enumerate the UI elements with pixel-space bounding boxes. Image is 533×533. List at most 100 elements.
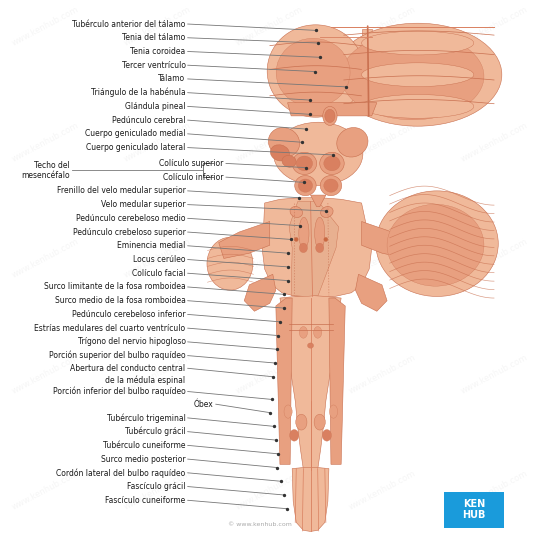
- Ellipse shape: [314, 414, 325, 430]
- Polygon shape: [329, 298, 345, 464]
- Text: Pedúnculo crebeloso superior: Pedúnculo crebeloso superior: [72, 228, 185, 237]
- Polygon shape: [361, 29, 372, 111]
- Text: Cordón lateral del bulbo raquídeo: Cordón lateral del bulbo raquídeo: [56, 468, 185, 478]
- Ellipse shape: [300, 243, 308, 253]
- Text: www.kenhub.com: www.kenhub.com: [123, 237, 192, 280]
- Ellipse shape: [207, 237, 253, 290]
- Text: Cuerpo geniculado medial: Cuerpo geniculado medial: [85, 130, 185, 139]
- Text: Eminencia medial: Eminencia medial: [117, 241, 185, 251]
- Text: Tubérculo trigeminal: Tubérculo trigeminal: [107, 413, 185, 423]
- Text: www.kenhub.com: www.kenhub.com: [123, 5, 192, 47]
- Text: www.kenhub.com: www.kenhub.com: [235, 237, 305, 280]
- Text: Trígono del nervio hipogloso: Trígono del nervio hipogloso: [78, 337, 185, 346]
- Text: www.kenhub.com: www.kenhub.com: [347, 121, 417, 164]
- Text: Techo del
mesencéfalo: Techo del mesencéfalo: [21, 160, 70, 180]
- Text: www.kenhub.com: www.kenhub.com: [10, 470, 80, 512]
- Text: Cuerpo geniculado lateral: Cuerpo geniculado lateral: [86, 143, 185, 152]
- Ellipse shape: [323, 107, 337, 125]
- Polygon shape: [292, 467, 329, 531]
- Text: de la médula espinal: de la médula espinal: [99, 375, 185, 385]
- Ellipse shape: [296, 156, 312, 171]
- Text: www.kenhub.com: www.kenhub.com: [123, 353, 192, 396]
- Ellipse shape: [361, 63, 474, 86]
- Text: www.kenhub.com: www.kenhub.com: [123, 470, 192, 512]
- Ellipse shape: [273, 122, 363, 185]
- Polygon shape: [262, 198, 372, 298]
- Text: www.kenhub.com: www.kenhub.com: [235, 470, 305, 512]
- Text: Glándula pineal: Glándula pineal: [125, 102, 185, 111]
- Text: www.kenhub.com: www.kenhub.com: [347, 353, 417, 396]
- Text: www.kenhub.com: www.kenhub.com: [347, 470, 417, 512]
- Text: Colículo inferior: Colículo inferior: [163, 173, 224, 182]
- Text: Tenia coroidea: Tenia coroidea: [130, 47, 185, 56]
- Ellipse shape: [324, 156, 340, 171]
- Polygon shape: [288, 103, 377, 116]
- Ellipse shape: [361, 94, 474, 118]
- Ellipse shape: [321, 206, 333, 217]
- Text: www.kenhub.com: www.kenhub.com: [235, 5, 305, 47]
- Text: Pedúnculo cerebeloso inferior: Pedúnculo cerebeloso inferior: [72, 310, 185, 319]
- Text: Pedúnculo cerebeloso medio: Pedúnculo cerebeloso medio: [76, 214, 185, 223]
- Text: Frenillo del velo medular superior: Frenillo del velo medular superior: [56, 187, 185, 196]
- Ellipse shape: [289, 430, 299, 441]
- Ellipse shape: [290, 206, 303, 217]
- Text: www.kenhub.com: www.kenhub.com: [459, 121, 529, 164]
- Text: Locus cerúleo: Locus cerúleo: [133, 255, 185, 264]
- Ellipse shape: [296, 414, 307, 430]
- Polygon shape: [280, 295, 341, 470]
- Ellipse shape: [324, 179, 338, 192]
- Ellipse shape: [267, 25, 364, 117]
- Text: www.kenhub.com: www.kenhub.com: [459, 237, 529, 280]
- Polygon shape: [356, 274, 387, 311]
- Ellipse shape: [270, 145, 289, 161]
- Text: Colículo facial: Colículo facial: [132, 269, 185, 278]
- Text: www.kenhub.com: www.kenhub.com: [10, 121, 80, 164]
- Text: Tenia del tálamo: Tenia del tálamo: [122, 33, 185, 42]
- Ellipse shape: [298, 179, 312, 192]
- Text: Fascículo grácil: Fascículo grácil: [127, 482, 185, 491]
- Text: www.kenhub.com: www.kenhub.com: [459, 5, 529, 47]
- Text: Surco medio posterior: Surco medio posterior: [101, 455, 185, 464]
- Text: Tercer ventrículo: Tercer ventrículo: [122, 61, 185, 70]
- Ellipse shape: [292, 152, 317, 174]
- Polygon shape: [219, 222, 270, 259]
- Ellipse shape: [269, 127, 300, 157]
- Text: Pedúnculo cerebral: Pedúnculo cerebral: [112, 116, 185, 125]
- Text: www.kenhub.com: www.kenhub.com: [459, 353, 529, 396]
- Ellipse shape: [313, 327, 322, 338]
- Ellipse shape: [282, 156, 296, 167]
- Ellipse shape: [284, 405, 292, 418]
- Text: Tubérculo grácil: Tubérculo grácil: [125, 427, 185, 437]
- Text: www.kenhub.com: www.kenhub.com: [347, 237, 417, 280]
- Ellipse shape: [341, 33, 484, 120]
- Text: Tubérculo cuneiforme: Tubérculo cuneiforme: [103, 441, 185, 450]
- Text: Fascículo cuneiforme: Fascículo cuneiforme: [106, 496, 185, 505]
- Ellipse shape: [294, 237, 298, 241]
- Text: Velo medular superior: Velo medular superior: [101, 200, 185, 209]
- Text: www.kenhub.com: www.kenhub.com: [347, 5, 417, 47]
- Ellipse shape: [387, 204, 484, 286]
- Ellipse shape: [361, 31, 474, 55]
- Text: Óbex: Óbex: [194, 400, 214, 409]
- Polygon shape: [276, 298, 292, 464]
- Ellipse shape: [314, 217, 325, 249]
- Text: Porción superior del bulbo raquídeo: Porción superior del bulbo raquídeo: [49, 351, 185, 360]
- Text: www.kenhub.com: www.kenhub.com: [10, 5, 80, 47]
- Ellipse shape: [324, 237, 328, 241]
- Ellipse shape: [325, 109, 335, 123]
- Ellipse shape: [295, 175, 316, 196]
- Ellipse shape: [322, 430, 332, 441]
- Ellipse shape: [316, 243, 324, 253]
- Text: Tubérculo anterior del tálamo: Tubérculo anterior del tálamo: [72, 20, 185, 29]
- FancyBboxPatch shape: [444, 492, 504, 528]
- Text: Estrías medulares del cuarto ventrículo: Estrías medulares del cuarto ventrículo: [35, 324, 185, 333]
- Text: www.kenhub.com: www.kenhub.com: [459, 470, 529, 512]
- Ellipse shape: [308, 343, 313, 348]
- Text: © www.kenhub.com: © www.kenhub.com: [228, 522, 292, 527]
- Text: Abertura del conducto central: Abertura del conducto central: [70, 364, 185, 373]
- Text: Surco medio de la fosa romboidea: Surco medio de la fosa romboidea: [55, 296, 185, 305]
- Polygon shape: [244, 274, 276, 311]
- Ellipse shape: [300, 327, 308, 338]
- Ellipse shape: [329, 405, 337, 418]
- Text: Colículo superior: Colículo superior: [159, 159, 224, 168]
